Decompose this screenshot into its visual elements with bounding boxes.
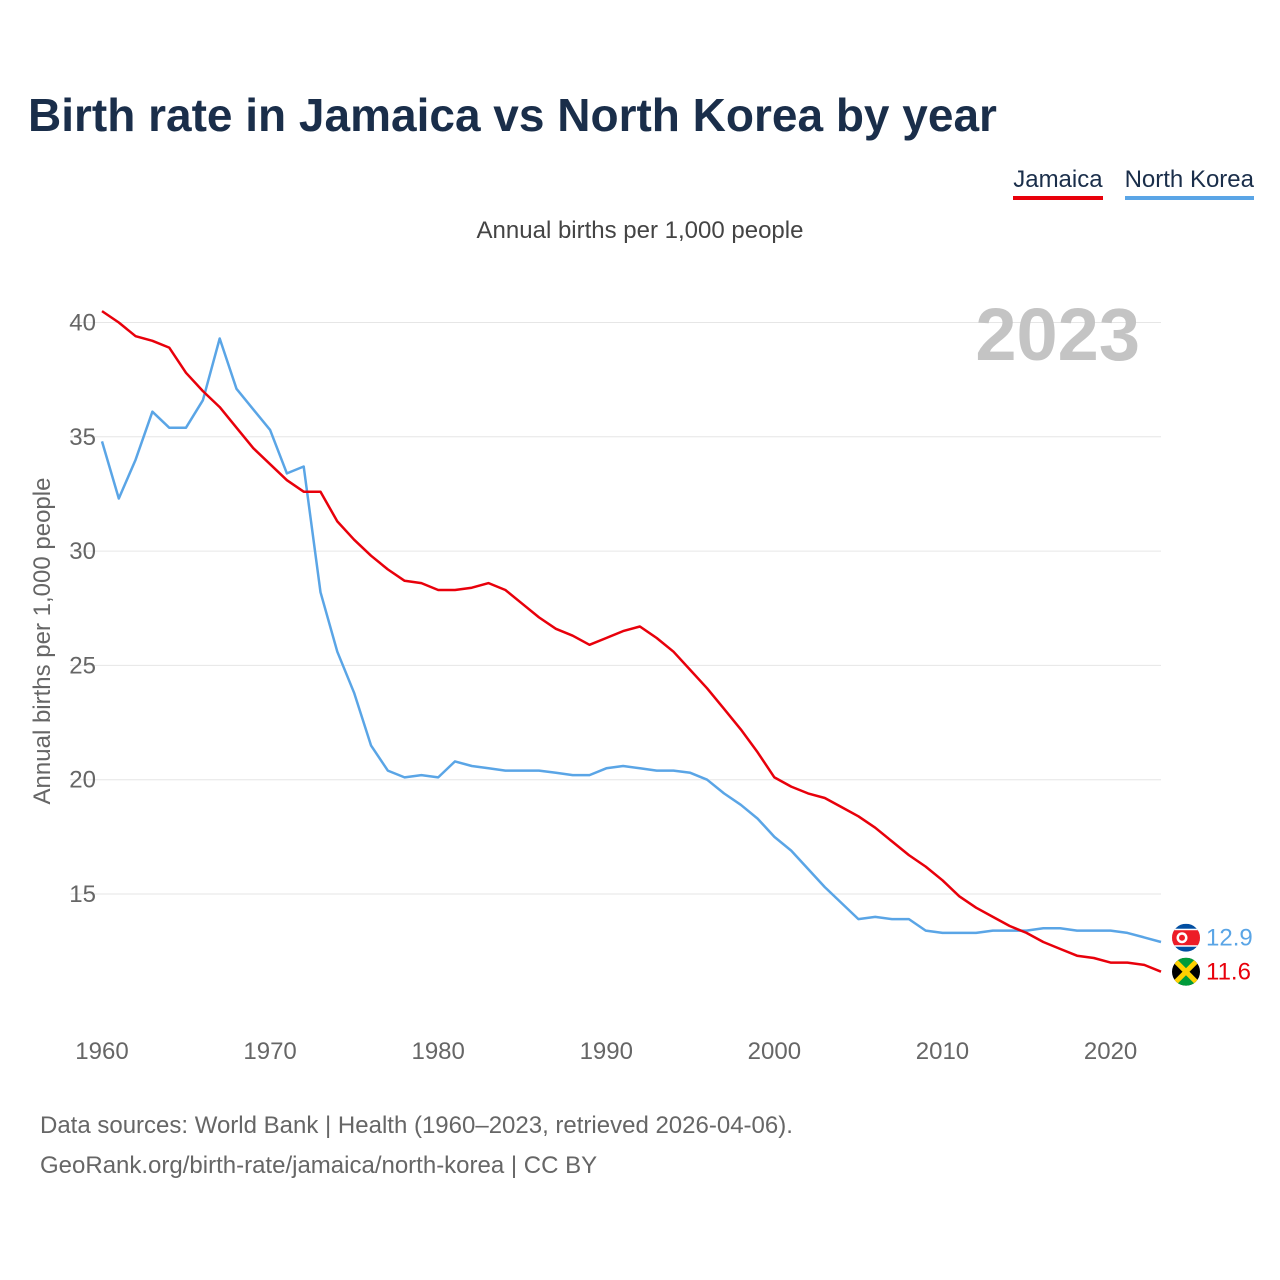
x-tick-label: 2010 [916,1038,969,1065]
x-tick-label: 1970 [243,1038,296,1065]
north-korea-end-value: 12.9 [1206,925,1253,952]
chart-subtitle: Annual births per 1,000 people [476,217,804,244]
x-tick-label: 1980 [411,1038,464,1065]
legend: Jamaica North Korea [1013,166,1254,200]
x-tick-label: 1990 [580,1038,633,1065]
year-watermark: 2023 [975,293,1140,376]
x-tick-label: 1960 [75,1038,128,1065]
chart-title: Birth rate in Jamaica vs North Korea by … [28,89,997,141]
y-axis-label: Annual births per 1,000 people [29,478,56,805]
y-axis: 15 20 25 30 35 40 [69,310,96,909]
y-tick-label: 40 [69,310,96,337]
series-line-north-korea [100,337,1162,944]
source-line-1: Data sources: World Bank | Health (1960–… [40,1112,793,1139]
source-line-2[interactable]: GeoRank.org/birth-rate/jamaica/north-kor… [40,1152,598,1179]
legend-item-jamaica[interactable]: Jamaica [1013,166,1103,200]
y-tick-label: 35 [69,424,96,451]
line-chart: 15 20 25 30 35 40 1960 1970 1980 1990 2000 2010 202… [29,293,1253,1065]
y-tick-label: 15 [69,881,96,908]
jamaica-end-value: 11.6 [1206,959,1251,986]
series-lines [100,310,1162,973]
north-korea-flag-icon [1172,923,1200,952]
y-tick-label: 30 [69,538,96,565]
x-tick-label: 2000 [748,1038,801,1065]
y-tick-label: 25 [69,652,96,679]
y-tick-label: 20 [69,767,96,794]
source-note: Data sources: World Bank | Health (1960–… [40,1106,793,1186]
x-axis: 1960 1970 1980 1990 2000 2010 2020 [75,1038,1137,1065]
series-line-jamaica [101,310,1162,973]
legend-item-north-korea[interactable]: North Korea [1124,166,1254,200]
jamaica-flag-icon [1172,957,1200,986]
x-tick-label: 2020 [1084,1038,1137,1065]
grid-lines [70,322,1161,895]
